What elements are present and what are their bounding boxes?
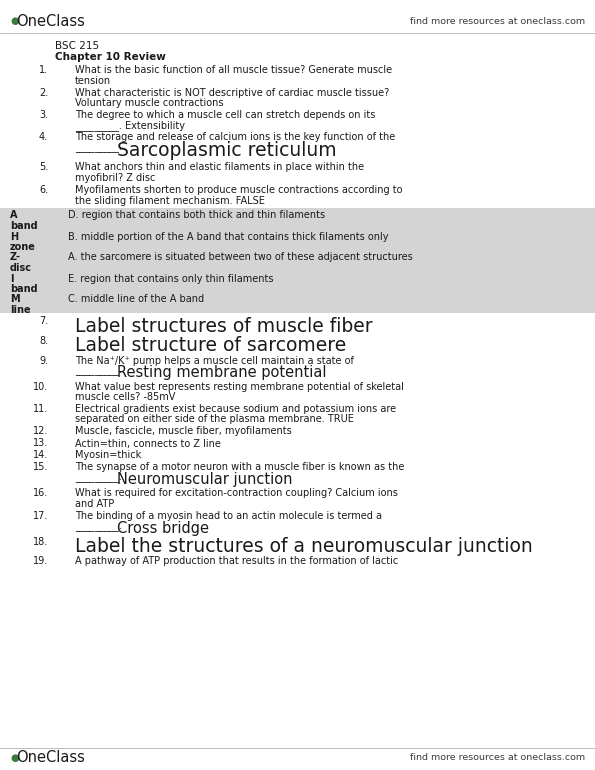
Text: ●: ●: [10, 16, 19, 26]
Text: 17.: 17.: [33, 511, 48, 521]
Text: 9.: 9.: [39, 356, 48, 366]
Text: 15.: 15.: [33, 463, 48, 473]
Text: Cross bridge: Cross bridge: [117, 521, 209, 535]
Text: 12.: 12.: [33, 427, 48, 437]
Text: Neuromuscular junction: Neuromuscular junction: [117, 472, 293, 487]
Text: Chapter 10 Review: Chapter 10 Review: [55, 52, 166, 62]
Text: 3.: 3.: [39, 110, 48, 120]
Text: 11.: 11.: [33, 404, 48, 414]
Text: E. region that contains only thin filaments: E. region that contains only thin filame…: [68, 273, 274, 283]
Text: Z-: Z-: [10, 253, 21, 263]
Text: 14.: 14.: [33, 450, 48, 460]
Text: _________.: _________.: [75, 473, 125, 483]
Text: C. middle line of the A band: C. middle line of the A band: [68, 294, 204, 304]
Text: The storage and release of calcium ions is the key function of the: The storage and release of calcium ions …: [75, 132, 395, 142]
Text: separated on either side of the plasma membrane. TRUE: separated on either side of the plasma m…: [75, 414, 354, 424]
Text: A pathway of ATP production that results in the formation of lactic: A pathway of ATP production that results…: [75, 557, 398, 567]
Text: Actin=thin, connects to Z line: Actin=thin, connects to Z line: [75, 438, 221, 448]
Text: zone: zone: [10, 242, 36, 252]
Text: D. region that contains both thick and thin filaments: D. region that contains both thick and t…: [68, 210, 325, 220]
Text: H: H: [10, 232, 18, 242]
Text: Myofilaments shorten to produce muscle contractions according to: Myofilaments shorten to produce muscle c…: [75, 185, 402, 195]
Text: line: line: [10, 305, 30, 315]
Text: OneClass: OneClass: [16, 14, 84, 28]
Text: myofibril? Z disc: myofibril? Z disc: [75, 173, 155, 183]
Text: A. the sarcomere is situated between two of these adjacent structures: A. the sarcomere is situated between two…: [68, 253, 413, 263]
Text: What value best represents resting membrane potential of skeletal: What value best represents resting membr…: [75, 381, 404, 391]
Text: 7.: 7.: [39, 316, 48, 326]
Text: and ATP: and ATP: [75, 499, 114, 509]
Text: 13.: 13.: [33, 438, 48, 448]
Text: What is required for excitation-contraction coupling? Calcium ions: What is required for excitation-contract…: [75, 488, 398, 498]
Text: find more resources at oneclass.com: find more resources at oneclass.com: [410, 16, 585, 25]
Text: Muscle, fascicle, muscle fiber, myofilaments: Muscle, fascicle, muscle fiber, myofilam…: [75, 427, 292, 437]
Text: 16.: 16.: [33, 488, 48, 498]
Text: 4.: 4.: [39, 132, 48, 142]
Text: tension: tension: [75, 75, 111, 85]
Text: _________.: _________.: [75, 521, 125, 531]
Text: B. middle portion of the A band that contains thick filaments only: B. middle portion of the A band that con…: [68, 232, 389, 242]
Text: Voluntary muscle contractions: Voluntary muscle contractions: [75, 98, 224, 108]
Text: disc: disc: [10, 263, 32, 273]
Text: Electrical gradients exist because sodium and potassium ions are: Electrical gradients exist because sodiu…: [75, 404, 396, 414]
Text: ●: ●: [10, 753, 19, 763]
Text: 2.: 2.: [39, 88, 48, 98]
Text: The binding of a myosin head to an actin molecule is termed a: The binding of a myosin head to an actin…: [75, 511, 382, 521]
Text: the sliding filament mechanism. FALSE: the sliding filament mechanism. FALSE: [75, 196, 265, 206]
Text: band: band: [10, 221, 37, 231]
Text: _________. Extensibility: _________. Extensibility: [75, 120, 185, 132]
Text: Label structure of sarcomere: Label structure of sarcomere: [75, 336, 346, 355]
Text: The Na⁺/K⁺ pump helps a muscle cell maintain a state of: The Na⁺/K⁺ pump helps a muscle cell main…: [75, 356, 354, 366]
Text: What is the basic function of all muscle tissue? Generate muscle: What is the basic function of all muscle…: [75, 65, 392, 75]
Text: The synapse of a motor neuron with a muscle fiber is known as the: The synapse of a motor neuron with a mus…: [75, 463, 405, 473]
Text: Label the structures of a neuromuscular junction: Label the structures of a neuromuscular …: [75, 537, 533, 556]
Text: 18.: 18.: [33, 537, 48, 547]
Text: 1.: 1.: [39, 65, 48, 75]
Text: What characteristic is NOT descriptive of cardiac muscle tissue?: What characteristic is NOT descriptive o…: [75, 88, 389, 98]
Text: The degree to which a muscle cell can stretch depends on its: The degree to which a muscle cell can st…: [75, 110, 375, 120]
Text: BSC 215: BSC 215: [55, 41, 99, 51]
Text: muscle cells? -85mV: muscle cells? -85mV: [75, 392, 176, 402]
Text: I: I: [10, 273, 14, 283]
Text: A: A: [10, 210, 17, 220]
Text: What anchors thin and elastic filaments in place within the: What anchors thin and elastic filaments …: [75, 162, 364, 172]
Text: Myosin=thick: Myosin=thick: [75, 450, 141, 460]
Text: OneClass: OneClass: [16, 751, 84, 765]
Text: find more resources at oneclass.com: find more resources at oneclass.com: [410, 754, 585, 762]
Text: 6.: 6.: [39, 185, 48, 195]
Text: Resting membrane potential: Resting membrane potential: [117, 365, 327, 380]
Text: Sarcoplasmic reticulum: Sarcoplasmic reticulum: [117, 142, 337, 160]
Text: band: band: [10, 284, 37, 294]
Text: 10.: 10.: [33, 381, 48, 391]
FancyBboxPatch shape: [0, 207, 595, 313]
Text: M: M: [10, 294, 20, 304]
Text: _________.: _________.: [75, 366, 125, 376]
Text: 5.: 5.: [39, 162, 48, 172]
Text: 19.: 19.: [33, 557, 48, 567]
Text: Label structures of muscle fiber: Label structures of muscle fiber: [75, 316, 372, 336]
Text: _________.: _________.: [75, 143, 125, 153]
Text: 8.: 8.: [39, 336, 48, 346]
